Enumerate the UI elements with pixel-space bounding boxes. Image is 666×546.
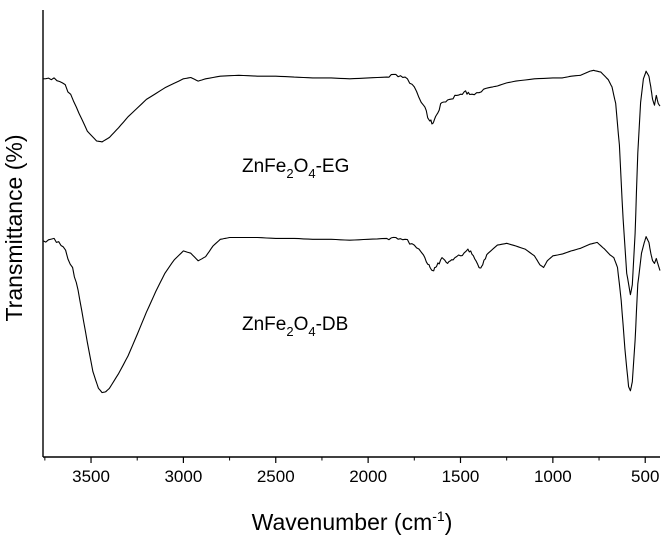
series-labels: ZnFe2O4-EG ZnFe2O4-DB — [242, 156, 349, 339]
y-axis-title: Transmittance (%) — [1, 134, 27, 321]
x-axis-title-sup: -1 — [432, 508, 445, 524]
series-label-1: ZnFe2O4-EG — [242, 156, 349, 181]
plot-area — [42, 69, 661, 394]
axes — [42, 10, 660, 458]
x-tick-label: 1500 — [442, 467, 480, 486]
x-axis-title-end: ) — [445, 509, 453, 535]
x-ticks: 3500 3000 2500 2000 1500 1000 500 — [44, 457, 659, 486]
series-label-2: ZnFe2O4-DB — [242, 314, 348, 339]
x-axis-title-main: Wavenumber (cm — [252, 509, 433, 535]
x-tick-label: 1000 — [534, 467, 572, 486]
series-line-2 — [42, 236, 661, 394]
x-axis-title: Wavenumber (cm-1) — [252, 508, 453, 535]
x-tick-label: 3000 — [164, 467, 202, 486]
series-line-1 — [42, 69, 661, 296]
x-tick-label: 2500 — [257, 467, 295, 486]
x-tick-label: 3500 — [72, 467, 110, 486]
x-tick-label: 2000 — [349, 467, 387, 486]
x-tick-label: 500 — [631, 467, 659, 486]
